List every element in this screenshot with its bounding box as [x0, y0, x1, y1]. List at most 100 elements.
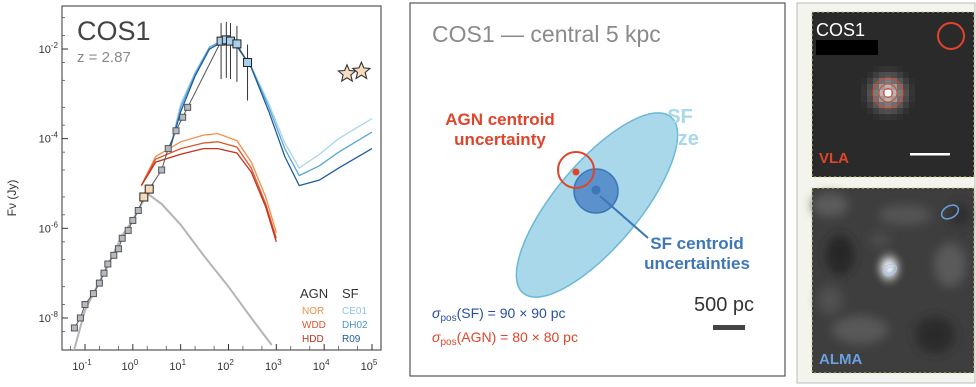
vla-pixel: [903, 84, 909, 90]
sed-x-ticks: 10-1 100 101 102 103 104 105: [70, 344, 378, 373]
sed-x-tick-label: 10-1: [72, 358, 92, 373]
vla-pixel: [879, 66, 885, 72]
sed-line-wdd: [140, 141, 277, 239]
vla-contour-middle: [878, 83, 898, 103]
vla-pixel: [873, 66, 879, 72]
sed-photometry-points: [70, 21, 253, 332]
vla-pixel: [879, 108, 885, 114]
sed-y-tick-label: 10-6: [39, 220, 59, 235]
vla-pixel: [867, 90, 873, 96]
vla-pixel: [879, 84, 885, 90]
vla-pixel: [897, 102, 903, 108]
sigma-sf-line: σpos(SF) = 90 × 90 pc: [432, 305, 566, 324]
vla-pixel: [885, 114, 891, 120]
vla-pixel: [903, 96, 909, 102]
vla-pixel: [897, 90, 903, 96]
vla-pixel: [897, 114, 903, 120]
vla-pixel: [891, 108, 897, 114]
sed-data-point: [139, 192, 149, 202]
sed-data-point: [76, 314, 84, 322]
legend-sf-ce01: CE01: [342, 306, 367, 317]
sed-star-marker: [351, 60, 372, 80]
agn-centroid-circle: [557, 151, 595, 189]
sed-data-point: [158, 166, 166, 174]
sf-centroid-pointer: [599, 195, 649, 239]
vla-pixel: [867, 96, 873, 102]
centroid-title: COS1 — central 5 kpc: [432, 21, 661, 47]
legend-agn-wdd: WDD: [302, 320, 326, 331]
sf-centroid-dot: [591, 185, 601, 195]
sed-data-point: [232, 39, 242, 49]
legend-sf-header: SF: [342, 286, 359, 301]
vla-pixel: [879, 78, 885, 84]
sed-data-point: [179, 113, 187, 121]
vla-pixel: [903, 108, 909, 114]
vla-redaction-bar: [816, 40, 878, 55]
sed-y-tick-label: 10-2: [39, 41, 59, 56]
vla-pixel: [897, 78, 903, 84]
sed-data-point: [95, 279, 103, 287]
vla-title: COS1: [816, 20, 865, 40]
vla-beam-circle: [937, 22, 965, 50]
alma-contour-outer: [882, 263, 898, 277]
vla-pixel: [885, 120, 891, 126]
vla-pixel: [867, 108, 873, 114]
legend-agn-nor: NOR: [302, 306, 324, 317]
vla-pixel: [903, 78, 909, 84]
vla-pixel: [909, 84, 915, 90]
vla-pixel: [897, 72, 903, 78]
sed-star-markers: [337, 60, 372, 83]
vla-pixel: [909, 72, 915, 78]
vla-pixel: [891, 96, 897, 102]
vla-pixel: [885, 90, 891, 96]
vla-pixel: [879, 114, 885, 120]
legend-agn-header: AGN: [300, 286, 328, 301]
vla-pixel: [867, 84, 873, 90]
sed-y-tick-label: 10-8: [39, 310, 59, 325]
vla-pixel: [885, 102, 891, 108]
agn-label-line1: AGN centroid: [445, 110, 555, 129]
vla-pixel: [867, 114, 873, 120]
legend-sf-r09: R09: [342, 334, 361, 345]
sed-y-ticks: 10-2 10-4 10-6 10-8: [39, 17, 68, 332]
sed-line-r09: [169, 40, 373, 187]
vla-pixel: [891, 78, 897, 84]
image-panel: COS1 VLA ALMA: [796, 2, 976, 384]
vla-pixel: [873, 96, 879, 102]
sed-x-tick-label: 104: [313, 358, 330, 373]
vla-pixel: [861, 108, 867, 114]
sed-line-nor: [140, 132, 277, 233]
vla-pixel: [873, 90, 879, 96]
vla-border: [811, 11, 975, 178]
sed-data-point: [118, 234, 126, 242]
vla-pixel: [885, 108, 891, 114]
vla-pixel: [891, 114, 897, 120]
sed-data-point: [184, 103, 192, 111]
sigma-agn-line: σpos(AGN) = 80 × 80 pc: [432, 329, 578, 348]
vla-pixel: [903, 66, 909, 72]
alma-border: [811, 187, 975, 374]
vla-pixel: [897, 108, 903, 114]
sed-y-tick-label: 10-4: [39, 131, 59, 146]
vla-pixel: [873, 102, 879, 108]
sed-y-axis-label: Fν (Jy): [5, 180, 19, 217]
alma-contour-inner: [885, 266, 895, 274]
vla-pixel: [885, 84, 891, 90]
vla-pixel: [867, 78, 873, 84]
vla-pixel: [891, 90, 897, 96]
vla-pixel: [873, 72, 879, 78]
vla-pixel: [873, 114, 879, 120]
vla-pixel: [897, 84, 903, 90]
vla-pixel: [903, 114, 909, 120]
vla-pixel: [873, 84, 879, 90]
sf-size-label-line1: SF: [667, 106, 693, 128]
sed-data-point: [104, 260, 112, 268]
vla-pixel: [879, 96, 885, 102]
sed-redshift: z = 2.87: [77, 49, 131, 66]
sf-size-label-line2: size: [661, 128, 699, 150]
vla-pixel: [903, 72, 909, 78]
sed-title: COS1: [77, 16, 151, 46]
sed-data-point: [81, 301, 89, 309]
vla-pixel: [861, 102, 867, 108]
vla-pixel: [885, 66, 891, 72]
